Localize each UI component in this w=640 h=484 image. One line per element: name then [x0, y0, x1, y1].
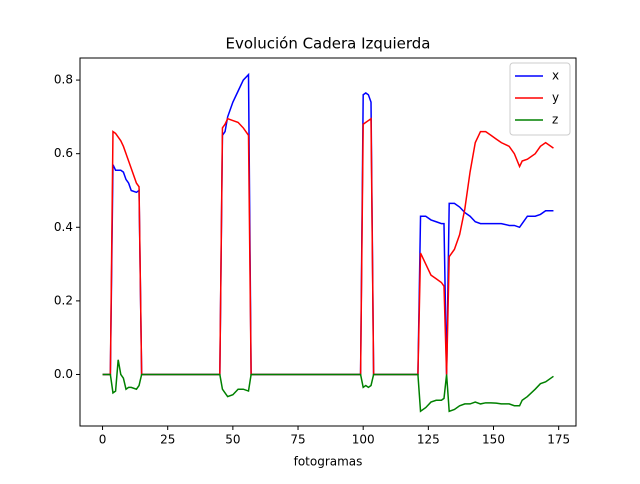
x-tick-label: 0 — [99, 433, 107, 447]
chart-title: Evolución Cadera Izquierda — [226, 35, 431, 53]
x-tick-label: 125 — [417, 433, 440, 447]
series-line — [102, 72, 554, 376]
legend-label: y — [552, 91, 559, 105]
x-tick-label: 75 — [290, 433, 305, 447]
x-axis-label: fotogramas — [294, 455, 363, 469]
y-tick-label: 0.0 — [54, 367, 73, 381]
y-tick-label: 0.4 — [54, 220, 73, 234]
legend-label: z — [552, 113, 558, 127]
series-line — [102, 359, 554, 413]
x-tick-label: 100 — [352, 433, 375, 447]
y-tick-label: 0.2 — [54, 293, 73, 307]
plot-frame — [79, 57, 577, 427]
x-tick-label: 175 — [547, 433, 570, 447]
legend-box — [509, 62, 571, 136]
x-tick-label: 150 — [482, 433, 505, 447]
y-tick-label: 0.6 — [54, 146, 73, 160]
x-tick-label: 50 — [225, 433, 240, 447]
x-tick-label: 25 — [160, 433, 175, 447]
legend-label: x — [552, 69, 559, 83]
y-tick-label: 0.8 — [54, 73, 73, 87]
series-line — [102, 117, 554, 376]
